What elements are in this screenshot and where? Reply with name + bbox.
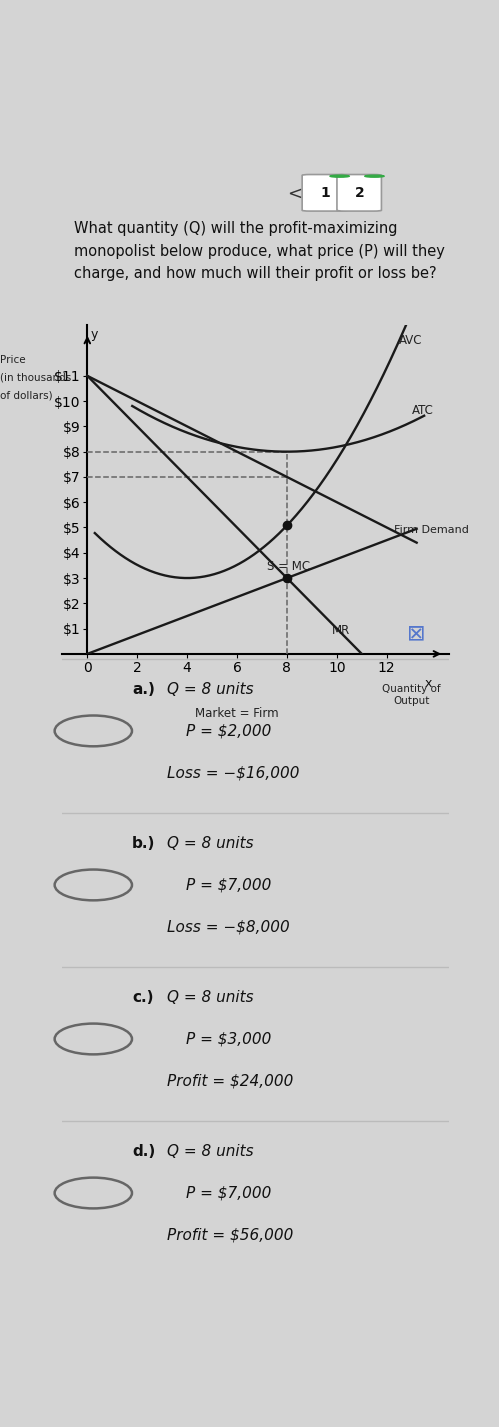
Text: P = $7,000: P = $7,000 xyxy=(186,1186,271,1200)
Text: c.): c.) xyxy=(132,990,154,1005)
Text: ⊠: ⊠ xyxy=(407,624,426,644)
Text: Q = 8 units: Q = 8 units xyxy=(167,1143,253,1159)
Text: P = $7,000: P = $7,000 xyxy=(186,878,271,892)
Circle shape xyxy=(365,176,384,177)
Text: (in thousands: (in thousands xyxy=(0,372,71,382)
Text: 1: 1 xyxy=(320,186,330,200)
Text: Loss = −$16,000: Loss = −$16,000 xyxy=(167,765,299,781)
Text: MR: MR xyxy=(332,624,350,636)
Text: Q = 8 units: Q = 8 units xyxy=(167,682,253,696)
Text: Market = Firm: Market = Firm xyxy=(195,708,279,721)
Text: Quantity of
Output: Quantity of Output xyxy=(382,684,441,706)
Text: Q = 8 units: Q = 8 units xyxy=(167,836,253,850)
Text: d.): d.) xyxy=(132,1143,155,1159)
Text: Q = 8 units: Q = 8 units xyxy=(167,990,253,1005)
Text: AVC: AVC xyxy=(399,334,423,347)
Text: a.): a.) xyxy=(132,682,155,696)
Text: 2: 2 xyxy=(355,186,365,200)
Text: of dollars): of dollars) xyxy=(0,391,52,401)
FancyBboxPatch shape xyxy=(337,174,381,211)
FancyBboxPatch shape xyxy=(302,174,347,211)
Text: Profit = $56,000: Profit = $56,000 xyxy=(167,1227,293,1243)
Text: P = $2,000: P = $2,000 xyxy=(186,723,271,738)
Text: x: x xyxy=(424,676,432,689)
Text: S = MC: S = MC xyxy=(267,561,310,574)
Text: P = $3,000: P = $3,000 xyxy=(186,1032,271,1046)
Text: What quantity (Q) will the profit-maximizing
monopolist below produce, what pric: What quantity (Q) will the profit-maximi… xyxy=(74,221,445,281)
Circle shape xyxy=(330,176,349,177)
Text: <: < xyxy=(287,186,302,203)
Text: Firm Demand: Firm Demand xyxy=(394,525,469,535)
Text: b.): b.) xyxy=(132,836,155,850)
Text: Price: Price xyxy=(0,355,25,365)
Text: y: y xyxy=(91,328,98,341)
Text: ATC: ATC xyxy=(412,404,434,417)
Text: Profit = $24,000: Profit = $24,000 xyxy=(167,1073,293,1089)
Text: Loss = −$8,000: Loss = −$8,000 xyxy=(167,919,289,935)
